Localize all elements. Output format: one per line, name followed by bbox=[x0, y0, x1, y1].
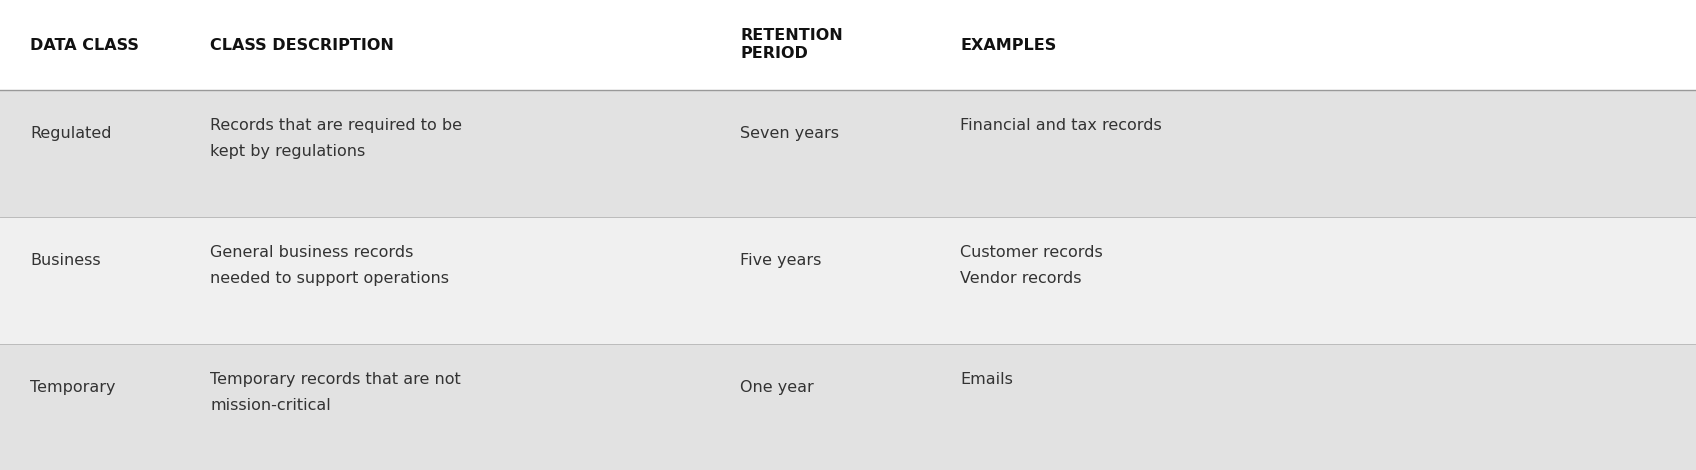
Text: Regulated: Regulated bbox=[31, 125, 112, 141]
Text: Business: Business bbox=[31, 252, 100, 267]
Text: One year: One year bbox=[739, 380, 814, 394]
Text: Seven years: Seven years bbox=[739, 125, 840, 141]
Text: Customer records
Vendor records: Customer records Vendor records bbox=[960, 245, 1102, 286]
Text: Financial and tax records: Financial and tax records bbox=[960, 118, 1162, 133]
Text: CLASS DESCRIPTION: CLASS DESCRIPTION bbox=[210, 38, 393, 53]
Text: Five years: Five years bbox=[739, 252, 821, 267]
Text: Emails: Emails bbox=[960, 372, 1013, 387]
Text: Records that are required to be
kept by regulations: Records that are required to be kept by … bbox=[210, 118, 461, 159]
Text: Temporary: Temporary bbox=[31, 380, 115, 394]
Bar bbox=[0, 344, 1696, 470]
Bar bbox=[0, 217, 1696, 344]
Text: EXAMPLES: EXAMPLES bbox=[960, 38, 1057, 53]
Text: RETENTION
PERIOD: RETENTION PERIOD bbox=[739, 29, 843, 62]
Bar bbox=[0, 90, 1696, 217]
Text: Temporary records that are not
mission-critical: Temporary records that are not mission-c… bbox=[210, 372, 461, 413]
Text: General business records
needed to support operations: General business records needed to suppo… bbox=[210, 245, 449, 286]
Text: DATA CLASS: DATA CLASS bbox=[31, 38, 139, 53]
